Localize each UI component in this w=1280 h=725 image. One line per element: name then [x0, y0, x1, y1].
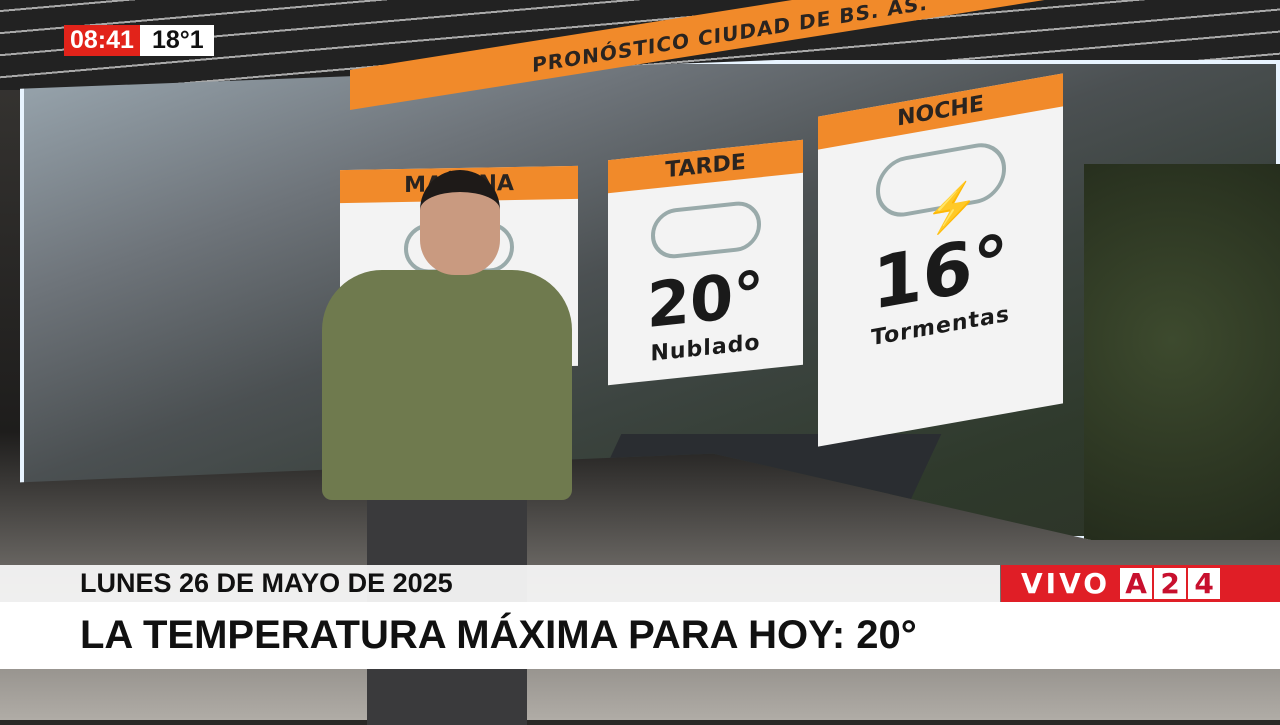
forecast-card-afternoon: TARDE 20° Nublado — [608, 139, 803, 386]
logo-letter: 4 — [1188, 568, 1221, 599]
period-temp: 20° — [646, 256, 765, 343]
live-label: VIVO — [1021, 567, 1111, 600]
headline-bar: LA TEMPERATURA MÁXIMA PARA HOY: 20° — [0, 602, 1280, 669]
forecast-card-night: NOCHE ⚡ 16° Tormentas — [818, 73, 1063, 447]
clock-weather-bug: 08:41 18°1 — [64, 25, 214, 56]
logo-letter: A — [1120, 568, 1153, 599]
current-temperature: 18°1 — [139, 25, 214, 56]
live-badge: VIVO A 2 4 — [1001, 565, 1280, 602]
clock-time: 08:41 — [64, 25, 140, 56]
storm-icon: ⚡ — [875, 138, 1006, 238]
trees-image — [1084, 164, 1280, 540]
date-bar: LUNES 26 DE MAYO DE 2025 — [0, 565, 1000, 602]
cloud-icon — [650, 199, 761, 261]
logo-letter: 2 — [1154, 568, 1187, 599]
